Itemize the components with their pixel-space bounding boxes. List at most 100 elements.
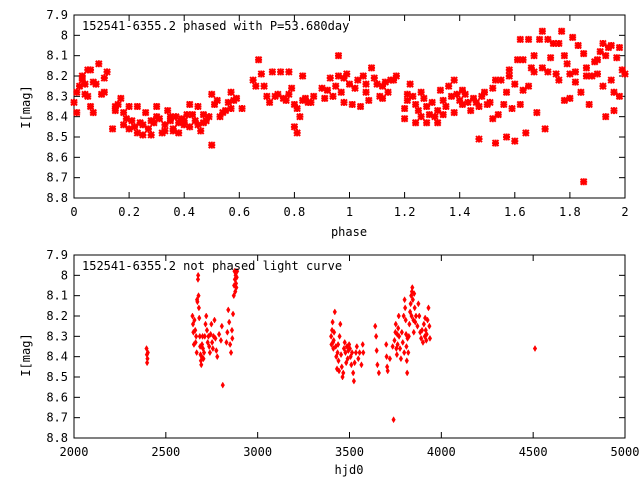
data-point xyxy=(552,70,560,78)
data-point xyxy=(532,345,538,353)
data-point xyxy=(615,92,624,101)
data-point xyxy=(208,330,213,338)
data-point xyxy=(455,96,464,105)
data-point xyxy=(221,106,230,115)
data-point xyxy=(472,98,480,107)
data-point xyxy=(415,322,420,330)
data-point xyxy=(436,86,445,94)
data-point xyxy=(73,108,81,117)
data-point xyxy=(555,39,563,48)
data-point xyxy=(298,72,307,80)
data-point xyxy=(402,296,407,304)
data-point xyxy=(513,56,522,64)
phased-x-tick-label: 0.4 xyxy=(173,205,195,219)
data-point xyxy=(407,320,412,328)
data-point xyxy=(343,349,348,357)
data-point xyxy=(318,84,326,92)
data-point xyxy=(209,320,214,328)
data-point xyxy=(263,92,271,101)
data-point xyxy=(202,117,210,125)
data-point xyxy=(216,112,224,121)
data-point xyxy=(343,70,351,78)
data-point xyxy=(502,88,511,96)
data-point xyxy=(336,367,342,375)
data-point xyxy=(413,318,418,326)
data-point xyxy=(196,271,201,279)
data-point xyxy=(100,88,109,96)
data-point xyxy=(257,70,266,78)
data-point xyxy=(217,330,222,338)
data-point xyxy=(533,108,541,117)
data-point xyxy=(502,133,511,141)
unphased-y-tick-label: 8.4 xyxy=(46,350,68,364)
data-point xyxy=(226,306,231,314)
data-point xyxy=(210,338,215,346)
data-point xyxy=(336,357,341,365)
data-point xyxy=(404,343,409,350)
data-point xyxy=(161,127,169,135)
data-point xyxy=(450,76,458,84)
data-point xyxy=(508,104,516,113)
data-point xyxy=(265,98,274,107)
data-point xyxy=(349,349,355,357)
data-point xyxy=(610,106,618,115)
data-point xyxy=(194,102,202,111)
data-point xyxy=(409,312,414,320)
unphased-x-tick-label: 4000 xyxy=(427,445,456,459)
data-point xyxy=(195,298,200,306)
data-point xyxy=(331,328,337,336)
data-point xyxy=(70,98,78,107)
data-point xyxy=(202,332,207,340)
data-point xyxy=(347,345,352,353)
data-point xyxy=(365,96,373,105)
data-point xyxy=(78,72,86,80)
data-point xyxy=(535,35,544,44)
data-point xyxy=(356,102,365,111)
data-point xyxy=(401,312,406,320)
data-point xyxy=(147,131,155,139)
data-point xyxy=(505,66,513,74)
data-point xyxy=(411,328,416,336)
data-point xyxy=(212,316,217,324)
data-point xyxy=(340,373,345,381)
data-point xyxy=(180,121,188,129)
data-point xyxy=(409,288,415,296)
data-point xyxy=(373,80,381,88)
data-point xyxy=(196,304,201,312)
data-point xyxy=(194,349,199,357)
data-point xyxy=(392,72,401,80)
data-point xyxy=(199,361,204,369)
data-point xyxy=(234,284,239,292)
data-point xyxy=(285,68,293,76)
data-point xyxy=(610,88,618,96)
phased-chart-title: 152541-6355.2 phased with P=53.680day xyxy=(82,19,349,33)
data-point xyxy=(516,35,525,44)
data-point xyxy=(293,104,301,113)
data-point xyxy=(114,100,122,109)
data-point xyxy=(81,80,89,88)
data-point xyxy=(602,51,610,60)
data-point xyxy=(400,104,409,113)
data-point xyxy=(615,43,624,52)
data-point xyxy=(410,284,415,292)
data-point xyxy=(571,68,580,76)
data-point xyxy=(560,51,569,60)
data-point xyxy=(117,94,125,103)
data-point xyxy=(406,80,414,88)
unphased-y-tick-label: 8.3 xyxy=(46,329,68,343)
data-point xyxy=(433,106,442,115)
data-point xyxy=(220,381,225,389)
data-point xyxy=(330,318,335,326)
data-point xyxy=(166,112,175,121)
data-point xyxy=(359,361,364,369)
data-point xyxy=(207,343,212,350)
data-point xyxy=(494,110,502,119)
data-point xyxy=(560,96,569,105)
data-point xyxy=(374,347,379,355)
data-point xyxy=(92,80,100,88)
data-point xyxy=(412,304,417,312)
data-point xyxy=(172,112,180,121)
data-point xyxy=(444,82,453,90)
data-point xyxy=(417,88,425,96)
data-point xyxy=(197,332,202,340)
